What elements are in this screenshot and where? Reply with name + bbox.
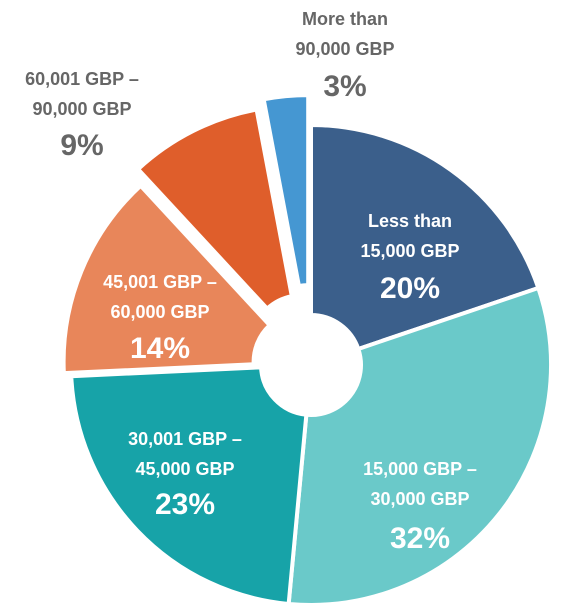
slice [309,122,541,352]
category-label: 45,000 GBP [135,459,234,479]
category-label: 30,001 GBP – [128,429,242,449]
category-label: More than [302,9,388,29]
slice [69,365,309,607]
slice-label: 30,001 GBP – 45,000 GBP 23% [128,429,242,521]
category-label: 90,000 GBP [295,39,394,59]
value-label: 32% [390,522,450,555]
slice [261,93,311,289]
slice-label: 45,001 GBP – 60,000 GBP 14% [103,272,217,365]
slice-label: 60,001 GBP – 90,000 GBP 9% [25,69,139,162]
category-label: 30,000 GBP [370,489,469,509]
category-label: 15,000 GBP [360,241,459,261]
slice-label: Less than 15,000 GBP 20% [360,211,459,305]
value-label: 14% [130,332,190,365]
category-label: 60,000 GBP [110,302,209,322]
category-label: Less than [368,211,452,231]
value-label: 23% [155,488,215,521]
value-label: 9% [60,129,103,162]
category-label: 45,001 GBP – [103,272,217,292]
slice [135,107,295,312]
category-label: 15,000 GBP – [363,459,477,479]
category-label: 90,000 GBP [32,99,131,119]
category-label: 60,001 GBP – [25,69,139,89]
value-label: 3% [323,70,366,103]
slice-label: More than 90,000 GBP 3% [295,9,394,103]
value-label: 20% [380,272,440,305]
slice-label: 15,000 GBP – 30,000 GBP 32% [363,459,477,555]
slice [61,182,273,376]
slice [286,285,553,607]
